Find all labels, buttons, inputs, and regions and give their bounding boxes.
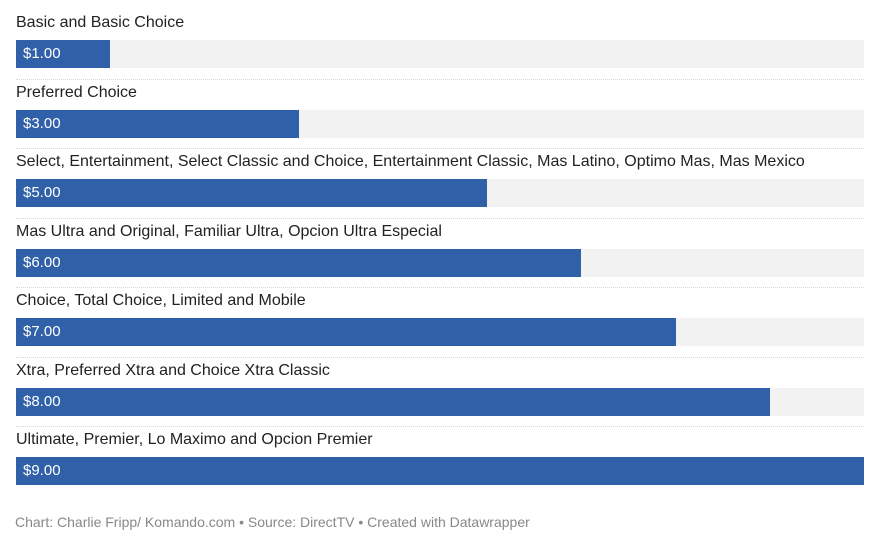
value-label: $9.00 bbox=[23, 462, 61, 479]
bar: $9.00 bbox=[16, 457, 864, 485]
bar: $5.00 bbox=[16, 179, 488, 207]
bar-track: $3.00 bbox=[16, 109, 864, 138]
bar-track: $7.00 bbox=[16, 318, 864, 346]
bar-row: Basic and Basic Choice $1.00 bbox=[16, 10, 864, 80]
bar-row: Select, Entertainment, Select Classic an… bbox=[16, 149, 864, 219]
value-label: $7.00 bbox=[23, 323, 61, 340]
category-label: Preferred Choice bbox=[16, 83, 137, 101]
value-label: $5.00 bbox=[23, 184, 61, 201]
bar: $7.00 bbox=[16, 318, 676, 346]
bar: $3.00 bbox=[16, 109, 299, 138]
value-label: $1.00 bbox=[23, 45, 61, 62]
bar-row: Choice, Total Choice, Limited and Mobile… bbox=[16, 288, 864, 358]
chart-footer: Chart: Charlie Fripp/ Komando.com • Sour… bbox=[15, 514, 530, 530]
bar-track: $6.00 bbox=[16, 248, 864, 277]
bar: $6.00 bbox=[16, 248, 582, 277]
bar-row: Preferred Choice $3.00 bbox=[16, 80, 864, 149]
value-label: $6.00 bbox=[23, 253, 61, 271]
value-label: $8.00 bbox=[23, 392, 61, 410]
category-label: Choice, Total Choice, Limited and Mobile bbox=[16, 292, 306, 309]
bar-track: $5.00 bbox=[16, 179, 864, 207]
bar-track: $1.00 bbox=[16, 40, 864, 68]
category-label: Mas Ultra and Original, Familiar Ultra, … bbox=[16, 222, 442, 240]
bar-track: $9.00 bbox=[16, 457, 864, 485]
bar: $1.00 bbox=[16, 40, 111, 68]
category-label: Select, Entertainment, Select Classic an… bbox=[16, 153, 805, 170]
category-label: Ultimate, Premier, Lo Maximo and Opcion … bbox=[16, 431, 373, 448]
category-label: Xtra, Preferred Xtra and Choice Xtra Cla… bbox=[16, 361, 330, 379]
value-label: $3.00 bbox=[23, 114, 61, 132]
bar: $8.00 bbox=[16, 387, 770, 416]
bar-chart: Basic and Basic Choice $1.00 Preferred Cho… bbox=[16, 10, 864, 497]
bar-row: Ultimate, Premier, Lo Maximo and Opcion … bbox=[16, 427, 864, 497]
category-label: Basic and Basic Choice bbox=[16, 14, 185, 31]
bar-track: $8.00 bbox=[16, 387, 864, 416]
bar-row: Xtra, Preferred Xtra and Choice Xtra Cla… bbox=[16, 358, 864, 427]
bar-row: Mas Ultra and Original, Familiar Ultra, … bbox=[16, 219, 864, 288]
